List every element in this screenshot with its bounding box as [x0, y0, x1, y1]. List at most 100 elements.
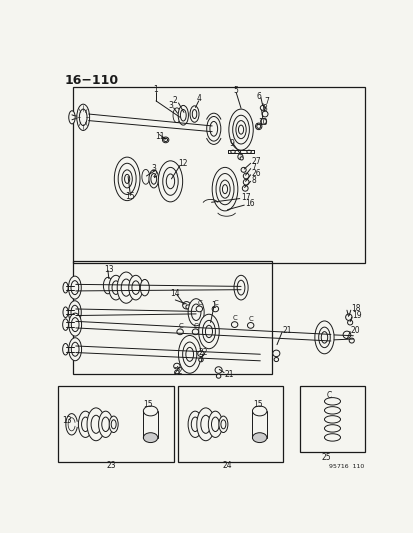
Ellipse shape — [237, 280, 244, 295]
Ellipse shape — [233, 276, 247, 300]
Ellipse shape — [71, 281, 78, 295]
Ellipse shape — [212, 306, 218, 312]
Ellipse shape — [162, 167, 178, 195]
Text: 15: 15 — [253, 400, 262, 409]
Ellipse shape — [62, 319, 68, 330]
Ellipse shape — [252, 406, 266, 416]
Ellipse shape — [240, 157, 243, 160]
Ellipse shape — [132, 281, 139, 294]
Text: 25: 25 — [321, 453, 331, 462]
Ellipse shape — [242, 185, 247, 191]
Ellipse shape — [324, 434, 340, 441]
Ellipse shape — [71, 305, 78, 319]
Text: 26: 26 — [251, 169, 260, 178]
Text: 15: 15 — [125, 192, 134, 201]
Text: 15: 15 — [142, 400, 152, 409]
Text: 7: 7 — [263, 97, 268, 106]
Ellipse shape — [102, 417, 109, 432]
Text: 1: 1 — [152, 85, 157, 94]
Text: C: C — [178, 322, 183, 329]
Text: 4: 4 — [196, 94, 201, 103]
Text: 16−110: 16−110 — [64, 74, 119, 87]
Ellipse shape — [198, 358, 203, 362]
Ellipse shape — [91, 415, 101, 433]
Text: 17: 17 — [240, 193, 250, 202]
Ellipse shape — [260, 118, 266, 124]
Ellipse shape — [240, 167, 246, 172]
Text: C: C — [197, 300, 202, 306]
Text: C: C — [233, 316, 237, 321]
Ellipse shape — [109, 416, 118, 432]
Ellipse shape — [197, 351, 204, 357]
Text: 3: 3 — [152, 164, 157, 173]
Ellipse shape — [246, 150, 251, 154]
Ellipse shape — [118, 163, 136, 195]
Ellipse shape — [63, 282, 68, 293]
Ellipse shape — [117, 272, 135, 303]
Ellipse shape — [87, 408, 105, 441]
Ellipse shape — [218, 416, 227, 432]
Text: 23: 23 — [106, 461, 116, 470]
Ellipse shape — [122, 170, 132, 188]
Ellipse shape — [140, 279, 149, 296]
Text: 22: 22 — [173, 367, 183, 376]
Ellipse shape — [191, 417, 199, 432]
Text: 14: 14 — [169, 289, 179, 298]
Ellipse shape — [69, 111, 75, 124]
Ellipse shape — [191, 304, 200, 320]
Ellipse shape — [347, 320, 352, 325]
Text: 1: 1 — [211, 301, 216, 310]
Text: C: C — [193, 322, 198, 329]
Ellipse shape — [189, 307, 192, 310]
Ellipse shape — [69, 313, 81, 336]
Ellipse shape — [342, 331, 350, 338]
Ellipse shape — [232, 115, 249, 144]
Ellipse shape — [182, 302, 190, 309]
Text: 7: 7 — [251, 163, 256, 172]
Text: 6: 6 — [256, 92, 264, 101]
Text: 16: 16 — [244, 199, 254, 208]
Text: 10: 10 — [258, 118, 267, 127]
Text: C: C — [249, 316, 253, 322]
Ellipse shape — [206, 117, 220, 141]
Ellipse shape — [143, 406, 157, 416]
Text: C: C — [326, 391, 331, 400]
Ellipse shape — [205, 325, 212, 337]
Ellipse shape — [260, 106, 265, 110]
Text: 3: 3 — [168, 101, 173, 110]
Ellipse shape — [243, 179, 249, 185]
Ellipse shape — [178, 335, 200, 373]
Ellipse shape — [324, 407, 340, 414]
Text: 21: 21 — [223, 370, 233, 379]
Ellipse shape — [345, 314, 351, 320]
Ellipse shape — [71, 342, 79, 356]
Ellipse shape — [188, 298, 204, 326]
Ellipse shape — [211, 417, 219, 432]
Ellipse shape — [71, 318, 79, 332]
Ellipse shape — [158, 161, 182, 202]
Ellipse shape — [256, 124, 260, 128]
Text: 2: 2 — [152, 170, 157, 179]
Ellipse shape — [208, 411, 222, 438]
Ellipse shape — [255, 123, 261, 130]
Ellipse shape — [196, 408, 214, 441]
Text: 13: 13 — [104, 265, 114, 273]
Ellipse shape — [178, 106, 188, 125]
Ellipse shape — [76, 104, 89, 131]
Ellipse shape — [192, 329, 198, 335]
Ellipse shape — [81, 417, 89, 432]
Ellipse shape — [324, 425, 340, 432]
Ellipse shape — [162, 137, 169, 143]
Ellipse shape — [228, 109, 253, 150]
Ellipse shape — [273, 358, 278, 361]
Ellipse shape — [222, 184, 227, 193]
Ellipse shape — [261, 111, 267, 117]
Text: 19: 19 — [351, 311, 361, 320]
Ellipse shape — [182, 342, 196, 367]
Ellipse shape — [121, 279, 131, 296]
Ellipse shape — [98, 411, 112, 438]
Ellipse shape — [112, 281, 119, 294]
Ellipse shape — [198, 314, 219, 349]
Text: 2: 2 — [172, 96, 176, 106]
Text: 8: 8 — [251, 175, 256, 184]
